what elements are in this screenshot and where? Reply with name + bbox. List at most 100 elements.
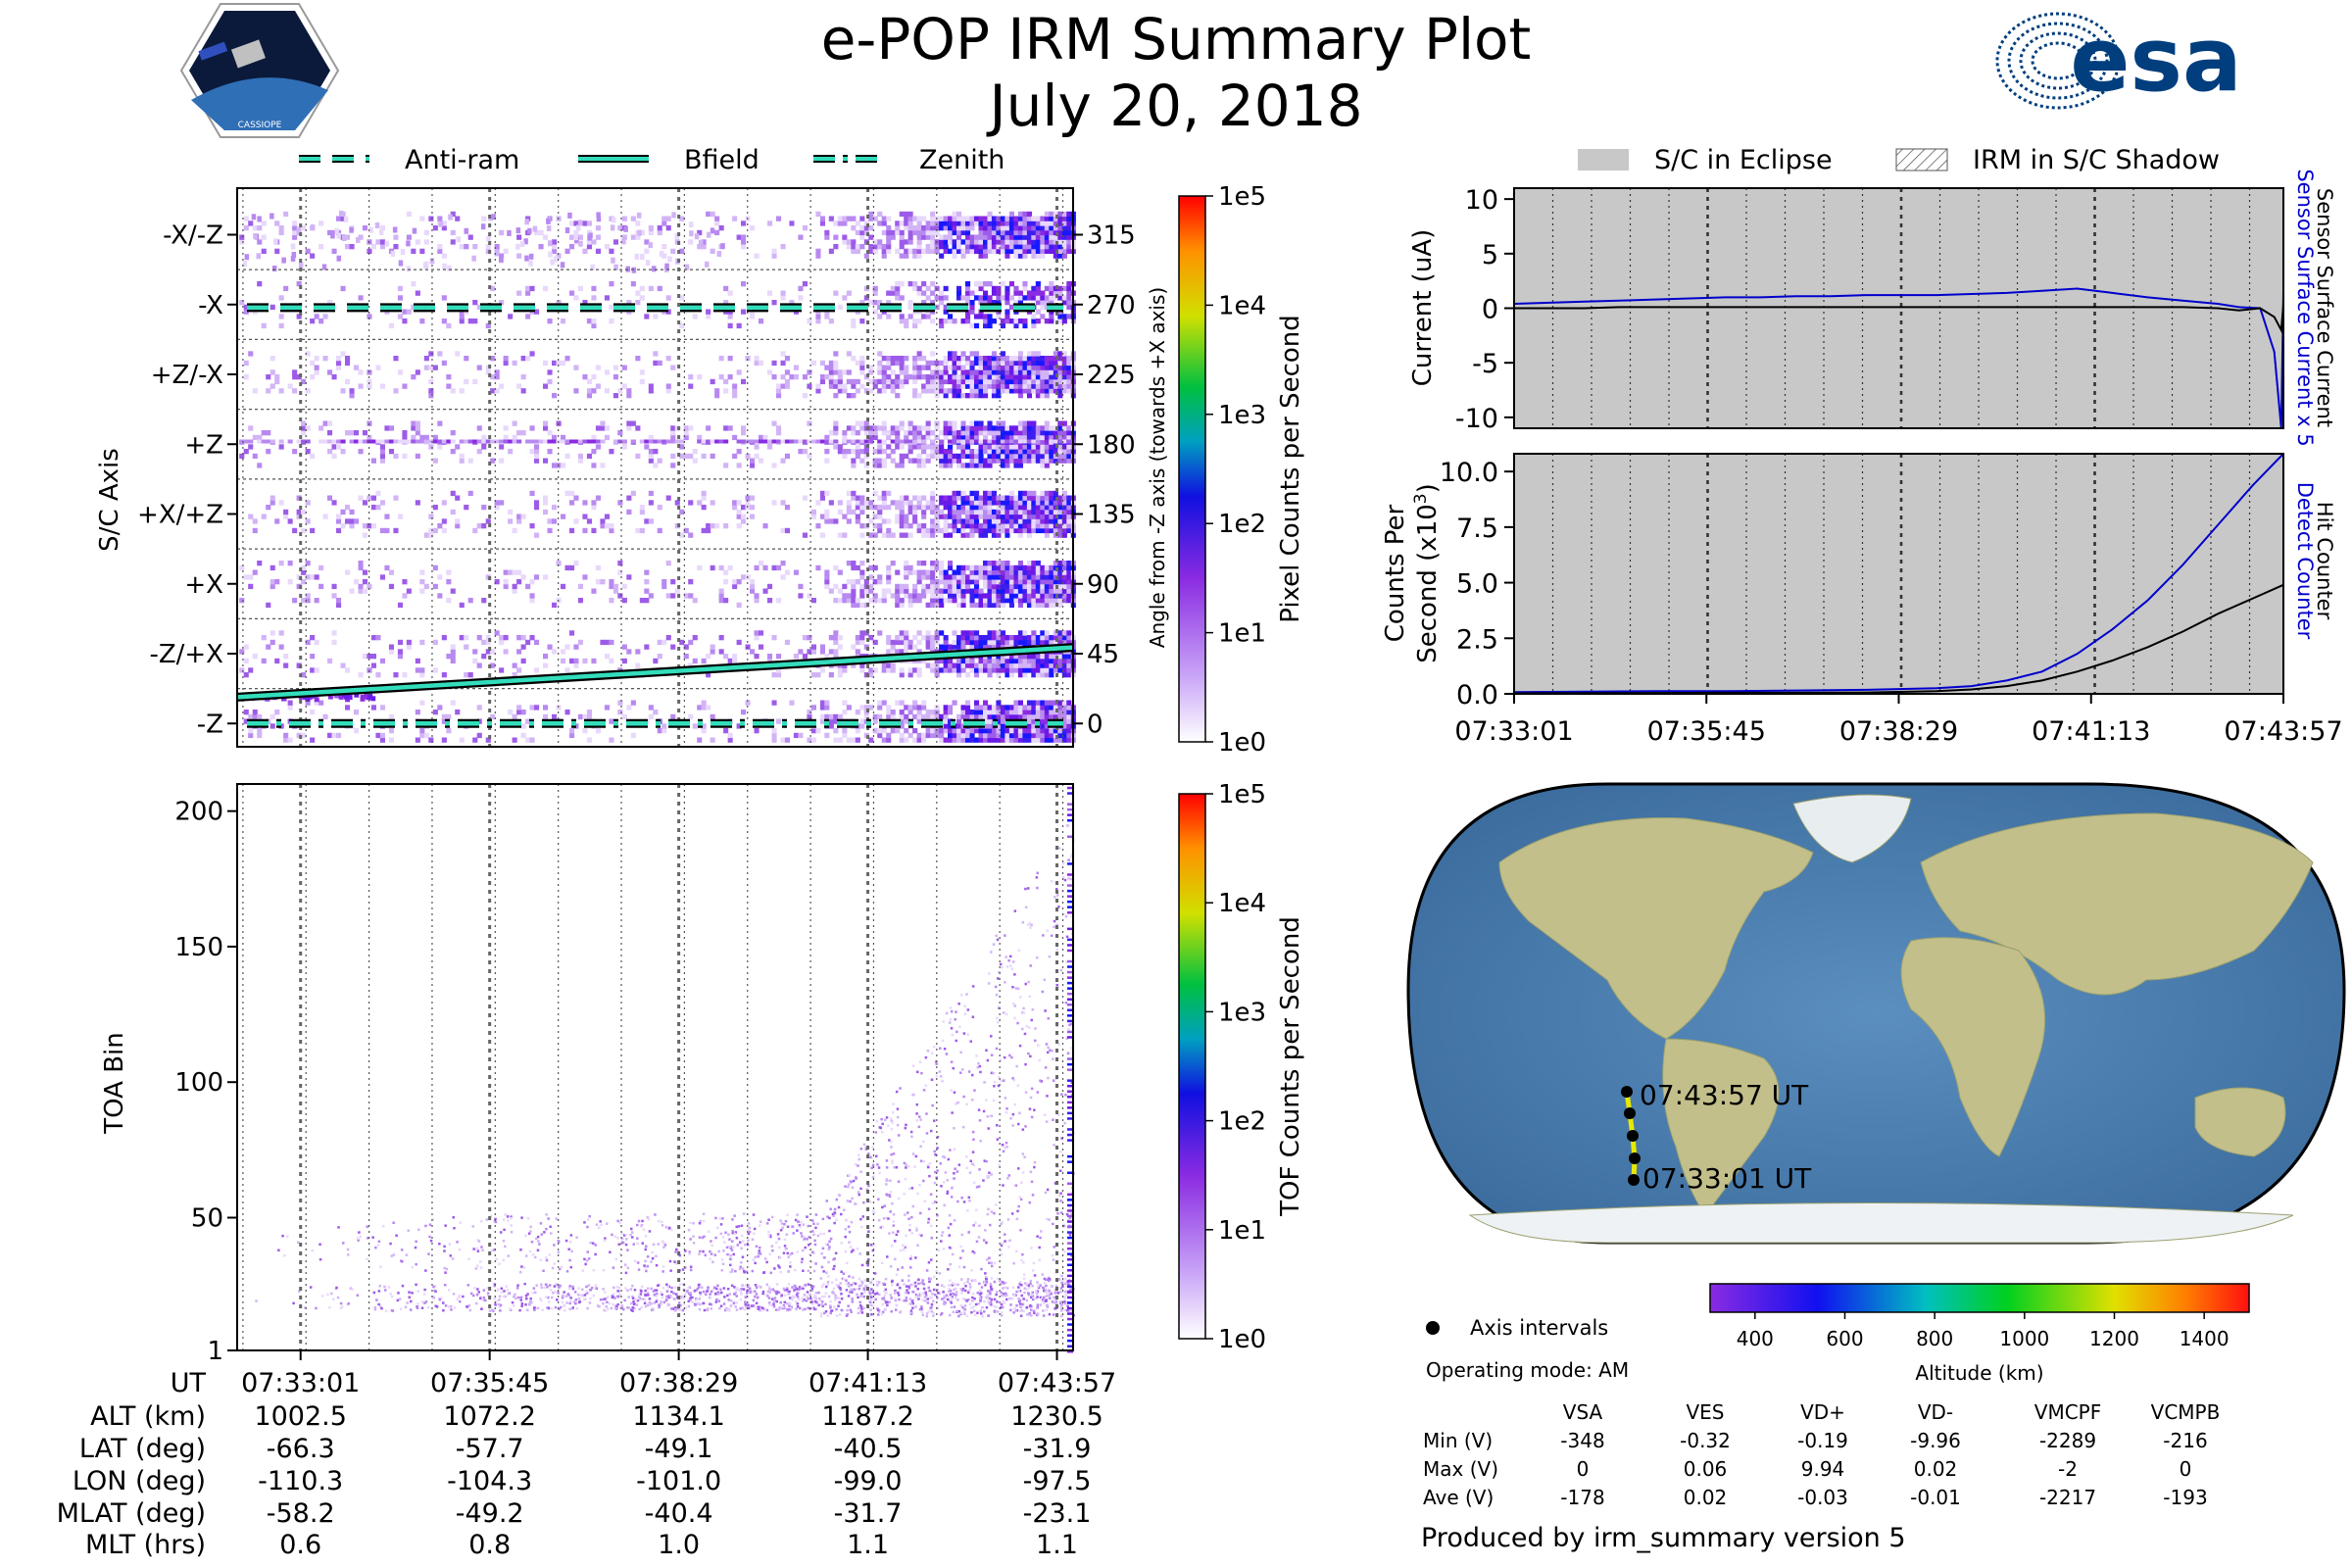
pixel-ytick-label: +X/+Z (137, 501, 223, 530)
pixel-y2tick-label: 45 (1087, 640, 1119, 669)
legend-item-hatch: IRM in S/C Shadow (1895, 145, 2220, 175)
orbit-row-label: LON (deg) (73, 1466, 206, 1496)
voltage-cell: -2289 (2039, 1429, 2096, 1452)
orbit-cell: -23.1 (1023, 1498, 1092, 1529)
orbit-cell: -40.4 (645, 1498, 713, 1529)
voltage-cell: -0.03 (1797, 1486, 1848, 1509)
orbit-row-label: LAT (deg) (79, 1434, 206, 1464)
orbit-cell: 07:43:57 (998, 1368, 1116, 1398)
voltage-header: VD+ (1800, 1400, 1845, 1424)
voltage-cell: 0 (2180, 1457, 2192, 1481)
voltage-cell: -348 (1560, 1429, 1604, 1452)
voltage-header: VES (1686, 1400, 1724, 1424)
orbit-cell: -31.9 (1023, 1434, 1092, 1464)
voltage-cell: -0.01 (1910, 1486, 1961, 1509)
africa (1900, 937, 2046, 1157)
colorbar-label: TOF Counts per Second (1276, 916, 1305, 1217)
pixel-y2tick-label: 225 (1087, 361, 1136, 390)
altitude-tick-label: 600 (1826, 1327, 1863, 1350)
orbit-row-label: ALT (km) (90, 1401, 206, 1432)
series-line (1513, 287, 2284, 429)
orbit-cell: 1.1 (1036, 1530, 1078, 1560)
voltage-header: VSA (1563, 1400, 1603, 1424)
voltage-cell: -178 (1560, 1486, 1604, 1509)
europe-asia (1920, 812, 2314, 996)
voltage-cell: -2217 (2039, 1486, 2096, 1509)
pixel-plot-y2ticks: 315 270 225 180 135 90 45 0 (1073, 221, 1136, 739)
orbit-cell: -49.2 (456, 1498, 524, 1529)
header: CASSIOPE e-POP IRM Summary Plot July 20,… (179, 3, 2242, 139)
counts-xtick-label: 07:43:57 (2224, 716, 2342, 747)
colorbar-tick-label: 1e1 (1218, 1216, 1266, 1246)
orbit-cell: -31.7 (834, 1498, 903, 1529)
counts-plot-xticks: 07:33:01 07:35:45 07:38:29 07:41:13 07:43:57 (1454, 694, 2343, 747)
counts-xtick-label: 07:41:13 (2032, 716, 2150, 747)
counts-eclipse-fill (1514, 454, 2283, 694)
counts-xtick-label: 07:33:01 (1454, 716, 1573, 747)
esa-logo-text: esa (2070, 9, 2241, 112)
orbit-cell: 07:33:01 (241, 1368, 360, 1398)
altitude-tick-label: 400 (1737, 1327, 1774, 1350)
voltage-cell: -2 (2058, 1457, 2078, 1481)
pixel-y2tick-label: 135 (1087, 501, 1136, 530)
right-axis-label: Hit Counter (2313, 502, 2336, 620)
orbit-cell: 07:38:29 (619, 1368, 738, 1398)
pixel-ytick-label: +X (184, 570, 223, 600)
legend-label: S/C in Eclipse (1654, 145, 1833, 175)
pixel-ytick-label: -X/-Z (163, 221, 223, 251)
current-ytick-label: -5 (1472, 349, 1498, 379)
colorbar-tick-label: 1e5 (1218, 780, 1266, 809)
altitude-tick-label: 1000 (1999, 1327, 2049, 1350)
orbit-cell: -40.5 (834, 1434, 903, 1464)
voltage-cell: -9.96 (1910, 1429, 1961, 1452)
pixel-ytick-label: +Z/-X (151, 361, 223, 390)
altitude-tick-label: 1200 (2089, 1327, 2139, 1350)
tof-ytick-label: 100 (174, 1068, 223, 1098)
pixel-y2tick-label: 315 (1087, 221, 1136, 251)
map-legend: Axis intervals Operating mode: AM (1426, 1316, 1629, 1382)
voltage-table: VSA VES VD+ VD- VMCPF VCMPB Min (V) -348 -0.32 -0… (1423, 1400, 2220, 1509)
legend-label: Anti-ram (405, 145, 519, 175)
voltage-cell: -0.32 (1680, 1429, 1731, 1452)
current-ytick-label: 5 (1482, 240, 1498, 270)
pixel-counts-plot: S/C Axis -X/-Z -X +Z/-X +Z +X/+Z +X -Z/+X -Z 31… (95, 182, 1305, 758)
voltage-row-label: Ave (V) (1423, 1486, 1494, 1509)
pixel-ytick-label: -X (198, 291, 223, 320)
esa-logo: esa (1995, 9, 2242, 112)
pixel-plot-grid (237, 188, 1073, 747)
voltage-cell: -193 (2163, 1486, 2207, 1509)
orbit-cell: -99.0 (834, 1466, 903, 1496)
pixel-ytick-label: -Z (197, 710, 223, 739)
current-plot-grid (1551, 188, 2251, 428)
current-plot-ylabel: Current (uA) (1408, 229, 1438, 386)
orbit-cell: 07:41:13 (808, 1368, 927, 1398)
voltage-cell: 0.02 (1914, 1457, 1958, 1481)
voltage-header: VD- (1918, 1400, 1953, 1424)
series-line (1514, 305, 2284, 334)
axis-interval-marker (1628, 1174, 1640, 1186)
altitude-tick-label: 1400 (2180, 1327, 2230, 1350)
orbit-cell: 1072.2 (443, 1401, 535, 1432)
axis-interval-marker (1624, 1107, 1636, 1119)
orbit-cell: -57.7 (456, 1434, 524, 1464)
footer-text: Produced by irm_summary version 5 (1421, 1523, 1906, 1553)
series-line (1513, 583, 2284, 695)
orbit-cell: 0.6 (279, 1530, 321, 1560)
australia (2194, 1087, 2286, 1157)
tof-plot-grid (242, 784, 1064, 1350)
axis-interval-marker (1629, 1152, 1641, 1164)
orbit-cell: 1230.5 (1010, 1401, 1102, 1432)
pixel-plot-lines (236, 303, 1074, 728)
colorbar-tick-label: 1e0 (1218, 1325, 1266, 1354)
tof-ytick-label: 150 (174, 933, 223, 962)
axis-interval-marker (1621, 1086, 1633, 1098)
tof-heatmap-cells (255, 786, 1075, 1353)
orbit-cell: 07:35:45 (430, 1368, 549, 1398)
antarctica (1468, 1202, 2294, 1244)
pixel-plot-y2label: Angle from -Z axis (towards +X axis) (1146, 287, 1169, 648)
counts-plot-lines (1513, 453, 2284, 695)
voltage-row-label: Max (V) (1423, 1457, 1498, 1481)
